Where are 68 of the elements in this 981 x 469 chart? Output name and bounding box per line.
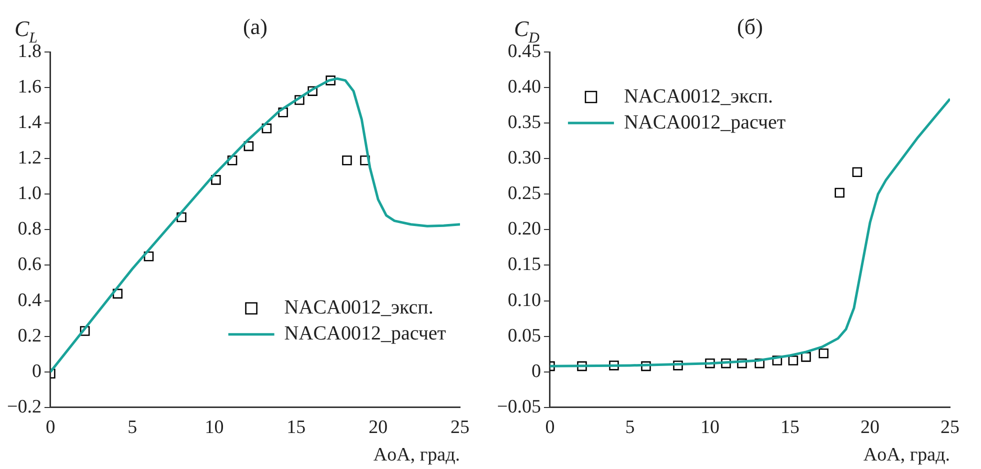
point <box>144 251 154 262</box>
point <box>609 360 619 370</box>
x-tick-label: 20 <box>860 416 880 438</box>
x-tick-label: 0 <box>545 416 555 438</box>
y-tick-label: 0.6 <box>18 254 42 276</box>
point <box>360 156 370 166</box>
x-tick-label: 25 <box>450 416 470 438</box>
x-tick-label: 20 <box>368 416 388 438</box>
y-tick-label: 0.05 <box>508 325 541 346</box>
x-tick-label: 5 <box>625 416 635 438</box>
y-tick-label: −0.2 <box>6 396 42 418</box>
legend-label: NACA0012_эксп. <box>624 85 774 108</box>
point <box>227 156 238 166</box>
point <box>818 348 828 358</box>
y-tick-label: 0.8 <box>18 218 42 240</box>
y-tick-label: 0.10 <box>508 290 541 311</box>
point <box>673 360 683 370</box>
point <box>754 358 764 368</box>
x-axis-title: AoA, град. <box>373 444 460 466</box>
y-tick-label: 1.2 <box>18 148 42 169</box>
y-tick-label: 0.15 <box>508 254 541 276</box>
point <box>211 175 221 185</box>
point <box>721 358 731 368</box>
point <box>641 361 651 372</box>
y-tick-label: 0.25 <box>508 183 541 204</box>
point <box>244 141 254 152</box>
y-tick-label: 0.30 <box>508 148 541 169</box>
point <box>294 95 304 105</box>
point <box>308 86 318 96</box>
x-tick-label: 10 <box>700 416 720 438</box>
x-tick-label: 10 <box>204 416 224 438</box>
point <box>737 358 747 368</box>
point <box>326 76 336 86</box>
point <box>577 361 587 372</box>
x-tick-label: 5 <box>128 416 138 438</box>
point <box>278 108 288 118</box>
point <box>801 352 811 362</box>
chart-title: (a) <box>243 14 268 39</box>
y-tick-label: 0.35 <box>508 112 541 134</box>
x-tick-label: 25 <box>940 416 960 438</box>
point <box>834 188 844 198</box>
point <box>788 356 798 366</box>
y-tick-label: 0.4 <box>18 290 42 311</box>
point <box>80 326 90 336</box>
x-tick-label: 15 <box>780 416 800 438</box>
x-tick-label: 15 <box>286 416 306 438</box>
point <box>852 167 862 178</box>
y-tick-label: 1.0 <box>18 183 42 204</box>
y-tick-label: −0.05 <box>496 396 541 418</box>
point <box>772 356 782 366</box>
point <box>262 124 272 134</box>
y-tick-label: 1.6 <box>18 76 42 98</box>
x-axis-title: AoA, град. <box>863 444 950 466</box>
y-tick-label: 0 <box>32 360 42 382</box>
y-tick-label: 1.4 <box>18 112 42 134</box>
y-tick-label: 0 <box>531 360 541 382</box>
legend-label: NACA0012_эксп. <box>284 296 434 319</box>
point <box>705 358 715 368</box>
y-tick-label: 0.40 <box>508 76 541 98</box>
x-tick-label: 0 <box>46 416 56 438</box>
point <box>112 288 123 299</box>
chart-title: (б) <box>737 14 763 39</box>
y-tick-label: 0.2 <box>18 325 42 346</box>
legend-label: NACA0012_расчет <box>624 111 786 134</box>
legend-label: NACA0012_расчет <box>284 322 446 345</box>
point <box>342 156 352 166</box>
point <box>176 212 186 222</box>
y-tick-label: 0.20 <box>508 218 541 240</box>
